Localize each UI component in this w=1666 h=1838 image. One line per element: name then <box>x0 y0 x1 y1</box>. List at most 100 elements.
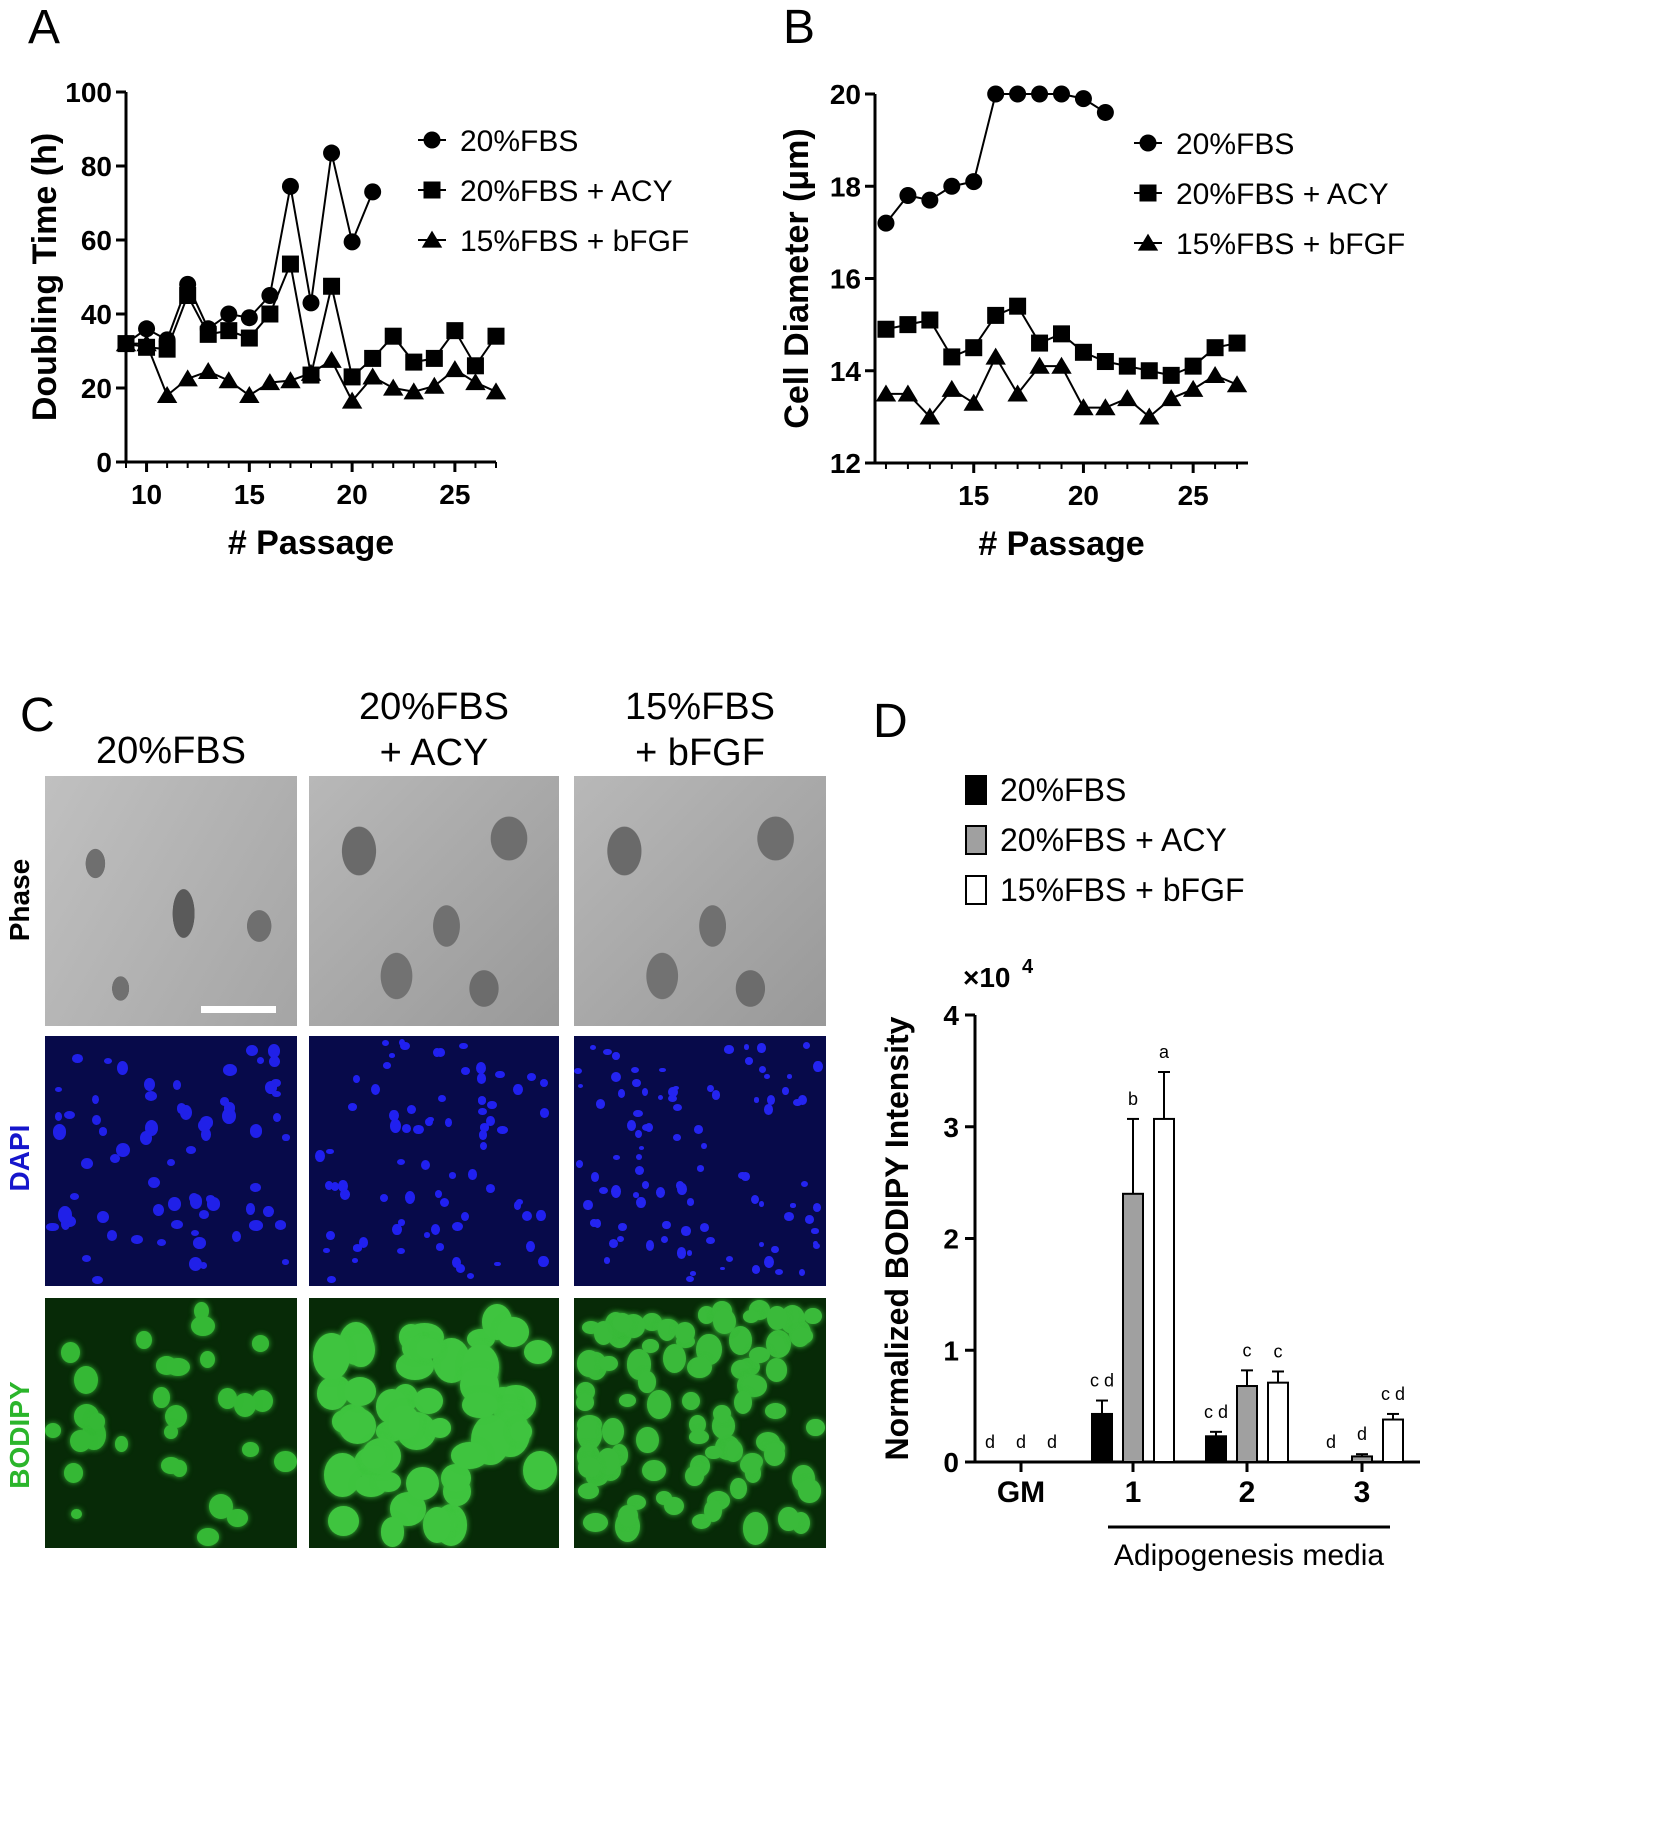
cell-blob <box>462 1391 499 1419</box>
nucleus-dot <box>249 1124 263 1138</box>
nucleus-dot <box>658 1095 664 1101</box>
y-tick-label: 1 <box>943 1335 959 1366</box>
cell-blob <box>251 1335 270 1352</box>
nucleus-dot <box>180 1104 193 1121</box>
triangle-marker <box>239 386 260 404</box>
cell-blob <box>730 1478 747 1499</box>
nucleus-dot <box>407 1104 417 1115</box>
cell-blob <box>600 1356 618 1372</box>
nucleus-dot <box>612 1052 620 1060</box>
nucleus-dot <box>635 1129 643 1138</box>
y-tick-label: 12 <box>830 448 861 479</box>
nucleus-dot <box>771 1245 779 1254</box>
cell-blob <box>658 1319 676 1342</box>
y-axis-label: Cell Diameter (μm) <box>778 128 816 428</box>
nucleus-dot <box>583 1199 593 1211</box>
x-axis-label: # Passage <box>978 525 1144 563</box>
nucleus-dot <box>813 1060 823 1073</box>
square-marker <box>1140 362 1158 380</box>
significance-letter: c d <box>1381 1384 1405 1404</box>
col-head-1-line1: 20%FBS <box>96 730 246 772</box>
cell-blob <box>60 1341 81 1364</box>
cell-blob <box>70 1429 91 1452</box>
y-tick-label: 100 <box>65 77 112 108</box>
square-marker <box>384 327 402 345</box>
circle-marker <box>240 309 258 327</box>
triangle-marker <box>919 407 941 425</box>
nucleus-dot <box>370 1083 380 1096</box>
nucleus-dot <box>676 1247 687 1259</box>
micrograph-dapi-20fbs-acy <box>309 1036 559 1286</box>
panel-letter-c: C <box>20 689 55 742</box>
scale-bar <box>201 1006 276 1013</box>
cell-blob <box>612 1313 633 1332</box>
nucleus-dot <box>109 1153 120 1164</box>
y-tick-label: 0 <box>96 447 112 478</box>
cell-blob <box>115 1436 128 1452</box>
square-marker <box>1162 366 1180 384</box>
nucleus-dot <box>673 1103 683 1111</box>
nucleus-dot <box>603 1257 611 1265</box>
cell-blob <box>663 1497 684 1516</box>
nucleus-dot <box>107 1230 118 1242</box>
y-tick-label: 14 <box>830 356 862 387</box>
square-marker <box>220 322 238 340</box>
triangle-marker <box>341 391 363 409</box>
nucleus-dot <box>223 1102 236 1114</box>
nucleus-dot <box>608 1239 619 1249</box>
micrograph-phase-20fbs <box>45 776 297 1026</box>
triangle-marker <box>259 373 281 391</box>
square-marker <box>364 349 382 367</box>
triangle-marker <box>383 378 404 396</box>
square-marker <box>487 327 505 345</box>
cell-blob <box>273 1450 297 1473</box>
micrograph-phase-20fbs-acy <box>309 776 559 1026</box>
cell-blob <box>406 1466 439 1500</box>
cell-blob <box>642 1313 663 1332</box>
significance-letter: a <box>1159 1042 1170 1062</box>
nucleus-dot <box>405 1190 416 1204</box>
cell-blob <box>713 1309 737 1335</box>
circle-marker <box>987 85 1005 103</box>
nucleus-dot <box>434 1189 442 1198</box>
triangle-marker <box>1139 407 1160 425</box>
nucleus-dot <box>222 1108 236 1125</box>
triangle-marker <box>198 362 219 379</box>
cell-blob <box>429 1418 452 1438</box>
nucleus-dot <box>763 1256 774 1269</box>
x-tick-label: 10 <box>131 479 162 510</box>
nucleus-dot <box>513 1084 524 1096</box>
y-axis-label: Normalized BODIPY Intensity <box>879 1016 915 1460</box>
nucleus-dot <box>444 1117 453 1128</box>
nucleus-dot <box>574 1067 583 1074</box>
micrograph-dapi-15fbs-bfgf <box>574 1036 826 1286</box>
nucleus-dot <box>744 1057 754 1066</box>
bar <box>1122 1192 1144 1464</box>
triangle-marker <box>177 369 198 387</box>
col-head-3-line1: 15%FBS <box>625 686 775 728</box>
square-marker <box>466 357 484 375</box>
col-head-2-line2: + ACY <box>379 732 489 774</box>
nucleus-dot <box>52 1124 67 1140</box>
cell-blob <box>413 1387 444 1415</box>
circle-marker <box>1074 90 1092 108</box>
cell-blob <box>217 1388 237 1409</box>
nucleus-dot <box>699 1223 709 1232</box>
nucleus-dot <box>172 1079 181 1090</box>
nucleus-dot <box>452 1257 461 1269</box>
x-tick-label: 1 <box>1125 1476 1142 1509</box>
cell-blob <box>165 1405 188 1429</box>
nucleus-dot <box>642 1088 649 1096</box>
nucleus-dot <box>273 1112 282 1123</box>
square-marker <box>323 277 341 295</box>
cell-blob <box>733 1391 752 1414</box>
nucleus-dot <box>487 1101 497 1110</box>
nucleus-dot <box>72 1054 83 1064</box>
cell-blob <box>73 1365 99 1395</box>
row-label-dapi: DAPI <box>4 1124 35 1192</box>
cell-blob <box>619 1394 636 1407</box>
nucleus-dot <box>630 1066 639 1073</box>
bar <box>1153 1117 1175 1463</box>
nucleus-dot <box>64 1216 77 1228</box>
legend-swatch <box>965 875 987 905</box>
